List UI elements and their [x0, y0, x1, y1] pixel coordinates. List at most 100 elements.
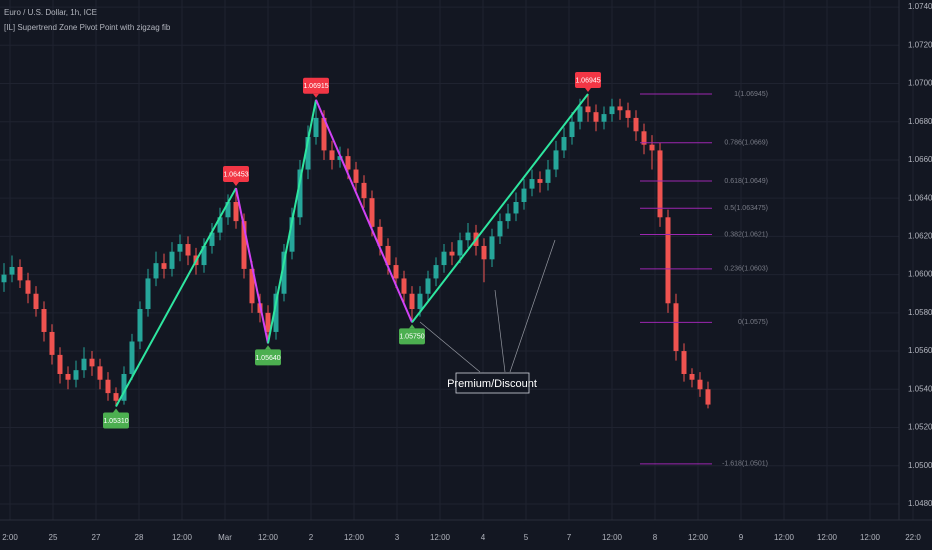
- candle-body: [177, 244, 183, 252]
- candle-body: [17, 266, 23, 281]
- candle-body: [665, 217, 671, 304]
- candle-body: [273, 293, 279, 332]
- fib-label: 1(1.06945): [734, 91, 768, 98]
- zigzag-segment: [115, 187, 237, 407]
- candle-body: [209, 232, 215, 246]
- candle-body: [593, 112, 599, 122]
- candle-body: [25, 280, 31, 294]
- chart-title: Euro / U.S. Dollar, 1h, ICE: [4, 8, 97, 17]
- candle-body: [105, 379, 111, 394]
- y-tick-label: 1.05000: [908, 461, 932, 470]
- candle-body: [241, 221, 247, 269]
- candle-body: [657, 150, 663, 218]
- pivot-box: [255, 349, 281, 366]
- candle-body: [225, 201, 231, 218]
- pivot-pointer: [113, 408, 119, 413]
- plot: [1, 93, 712, 465]
- candle-body: [217, 217, 223, 233]
- x-tick-label: 12:00: [817, 533, 838, 542]
- candle-body: [441, 251, 447, 266]
- fib-label: 0(1.0575): [738, 319, 768, 326]
- pivot-label: 1.05750: [399, 334, 424, 341]
- fib-label: 0.618(1.0649): [724, 178, 768, 185]
- annotation: Premium/Discount: [447, 378, 537, 390]
- x-tick-label: 25: [49, 533, 58, 542]
- annotation-arrow: [419, 321, 481, 373]
- fib-label: 0.5(1.063475): [724, 205, 768, 212]
- candle-body: [153, 263, 159, 279]
- pivot-box: [399, 328, 425, 345]
- pivot-label: 1.05310: [103, 418, 128, 425]
- pivot-pointer: [409, 324, 415, 329]
- candle-body: [409, 293, 415, 310]
- candle-body: [545, 169, 551, 183]
- x-tick-label: Mar: [218, 533, 232, 542]
- candle-body: [697, 379, 703, 390]
- candle-body: [377, 226, 383, 246]
- pivot-pointer: [265, 345, 271, 350]
- pivot-label: 1.06453: [223, 171, 248, 178]
- x-tick-label: 12:00: [602, 533, 623, 542]
- x-tick-label: 2:00: [2, 533, 18, 542]
- candle-body: [577, 106, 583, 122]
- candle-body: [401, 278, 407, 294]
- candle-body: [249, 268, 255, 304]
- y-tick-label: 1.07400: [908, 2, 932, 11]
- x-tick-label: 5: [524, 533, 529, 542]
- zigzag-segment: [267, 99, 317, 344]
- pivot-pointer: [233, 182, 239, 187]
- candle-body: [265, 312, 271, 332]
- y-tick-label: 1.05400: [908, 384, 932, 393]
- x-tick-label: 12:00: [344, 533, 365, 542]
- candle-body: [689, 373, 695, 380]
- candle-body: [89, 358, 95, 367]
- candle-body: [49, 331, 55, 355]
- x-tick-label: 28: [135, 533, 144, 542]
- y-tick-label: 1.06400: [908, 193, 932, 202]
- candle-body: [345, 156, 351, 170]
- candle-body: [281, 251, 287, 294]
- y-tick-label: 1.05600: [908, 346, 932, 355]
- candle-body: [601, 114, 607, 122]
- candle-body: [561, 137, 567, 151]
- pivot-pointer: [585, 88, 591, 93]
- candle-body: [673, 303, 679, 352]
- y-tick-label: 1.05800: [908, 308, 932, 317]
- zigzag-segment: [411, 93, 589, 324]
- fib-label: 0.236(1.0603): [724, 266, 768, 273]
- candle-body: [425, 278, 431, 294]
- pivot-box: [575, 72, 601, 89]
- candle-body: [329, 150, 335, 160]
- candle-body: [41, 309, 47, 332]
- x-tick-label: 12:00: [688, 533, 709, 542]
- candle-body: [297, 169, 303, 218]
- annotation-arrow: [509, 239, 556, 373]
- candle-body: [433, 265, 439, 279]
- candle-body: [361, 182, 367, 199]
- pivot-label: 1.05640: [255, 355, 280, 362]
- pivot-pointer: [313, 93, 319, 98]
- candle-body: [313, 117, 319, 138]
- annotation-box: [455, 372, 530, 394]
- candle-body: [633, 117, 639, 132]
- candle-body: [129, 341, 135, 374]
- candle-body: [681, 351, 687, 374]
- x-tick-label: 7: [567, 533, 572, 542]
- candle-body: [201, 245, 207, 266]
- y-tick-label: 1.07200: [908, 40, 932, 49]
- pivot-label: 1.06915: [303, 83, 328, 90]
- candle-body: [1, 274, 7, 283]
- candle-body: [449, 251, 455, 256]
- candle-body: [569, 121, 575, 138]
- annotation-arrow: [494, 289, 506, 373]
- y-tick-label: 1.05200: [908, 423, 932, 432]
- candle-body: [353, 169, 359, 183]
- candle-body: [641, 131, 647, 145]
- candle-body: [617, 106, 623, 111]
- candle-body: [97, 366, 103, 380]
- fib-label: 0.786(1.0669): [724, 140, 768, 147]
- candle-body: [393, 265, 399, 279]
- candle-body: [553, 150, 559, 170]
- candle-body: [625, 110, 631, 118]
- candle-body: [145, 278, 151, 310]
